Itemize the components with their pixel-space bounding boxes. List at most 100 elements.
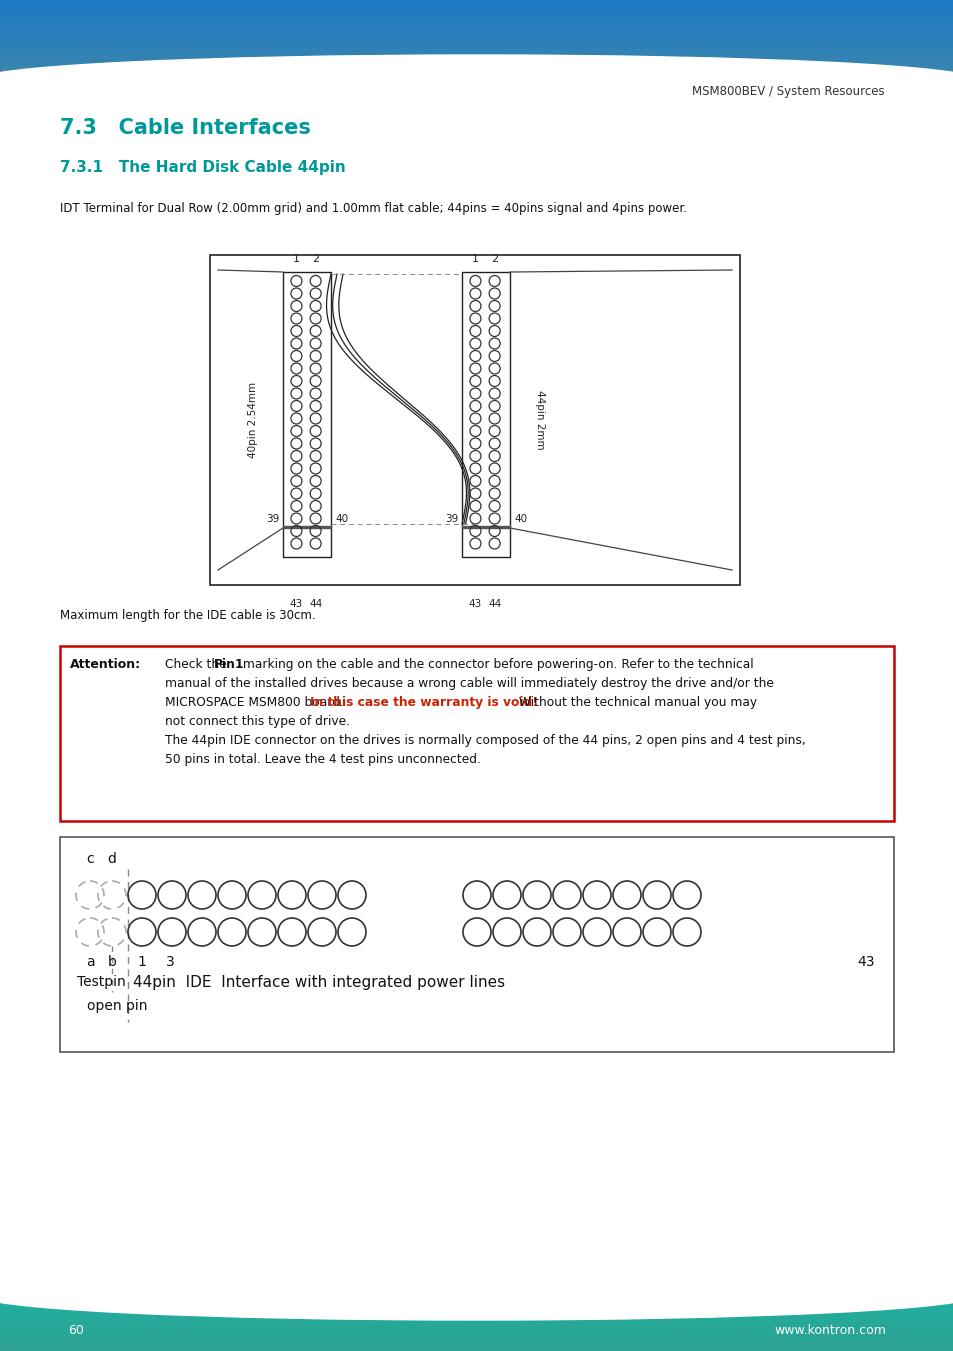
Bar [0,30,953,31]
Bar [0,5,953,7]
Bar [0,1323,953,1324]
Bar [0,1308,953,1309]
Bar [0,1305,953,1306]
Bar [0,1316,953,1317]
Text: 39: 39 [266,513,278,523]
Bar [0,1327,953,1328]
Text: 43: 43 [468,598,481,609]
Bar [0,1333,953,1336]
Bar [0,1304,953,1305]
Text: The 44pin IDE connector on the drives is normally composed of the 44 pins, 2 ope: The 44pin IDE connector on the drives is… [165,734,805,747]
Bar [0,1347,953,1348]
Text: 1: 1 [137,955,146,969]
Text: 2: 2 [491,254,497,263]
Bar [0,49,953,50]
Text: 43: 43 [290,598,303,609]
Bar [0,1,953,3]
Bar [0,45,953,46]
Bar [0,18,953,19]
Bar [0,61,953,62]
Text: Attention:: Attention: [70,658,141,671]
Text: Maximum length for the IDE cable is 30cm.: Maximum length for the IDE cable is 30cm… [60,609,315,621]
Text: MICROSPACE MSM800 board.: MICROSPACE MSM800 board. [165,696,347,709]
Bar [210,255,740,585]
Text: 50 pins in total. Leave the 4 test pins unconnected.: 50 pins in total. Leave the 4 test pins … [165,753,480,766]
Bar [0,14,953,15]
Bar [0,1342,953,1343]
Bar [0,1306,953,1309]
Bar [0,1321,953,1323]
Bar [0,27,953,28]
Bar [0,22,953,23]
Text: In this case the warranty is void!: In this case the warranty is void! [310,696,537,709]
Bar [0,59,953,61]
Bar [0,42,953,43]
Bar [0,14,953,15]
Text: 7.3   Cable Interfaces: 7.3 Cable Interfaces [60,118,311,138]
Bar [0,1309,953,1310]
Bar [0,1325,953,1327]
Bar [0,70,953,72]
Bar [0,41,953,42]
Bar [0,1344,953,1346]
Text: 7.3.1   The Hard Disk Cable 44pin: 7.3.1 The Hard Disk Cable 44pin [60,159,345,176]
Bar [0,41,953,42]
Bar [0,1331,953,1332]
Bar [0,31,953,32]
Bar [0,57,953,58]
Bar [0,1346,953,1347]
Text: Testpin: Testpin [76,975,125,989]
Text: 40pin 2.54mm: 40pin 2.54mm [248,382,257,458]
Bar [0,53,953,54]
Bar [0,15,953,16]
Bar [461,272,510,557]
Bar [0,1333,953,1335]
Text: b: b [108,955,116,969]
Text: c: c [86,852,93,866]
Bar [0,45,953,46]
Text: www.kontron.com: www.kontron.com [773,1324,885,1336]
Bar [0,69,953,70]
Bar [0,55,953,57]
Bar [0,1343,953,1344]
Bar [0,50,953,51]
Bar [0,32,953,35]
Text: 1: 1 [293,254,299,263]
Bar [0,36,953,38]
Text: Check the: Check the [165,658,231,671]
Text: IDT Terminal for Dual Row (2.00mm grid) and 1.00mm flat cable; 44pins = 40pins s: IDT Terminal for Dual Row (2.00mm grid) … [60,203,686,215]
Text: a: a [86,955,94,969]
Bar [0,43,953,45]
Bar [0,28,953,31]
Bar [0,0,953,1]
Text: 44pin 2mm: 44pin 2mm [535,390,544,450]
Bar [0,4,953,5]
Text: 39: 39 [444,513,457,523]
Bar [0,1340,953,1342]
Text: marking on the cable and the connector before powering-on. Refer to the technica: marking on the cable and the connector b… [239,658,753,671]
Bar [0,1346,953,1347]
Bar [0,62,953,63]
Text: Pin1: Pin1 [213,658,244,671]
Text: 40: 40 [514,513,527,523]
Bar [0,1310,953,1313]
Ellipse shape [0,55,953,105]
Bar [0,1313,953,1315]
Bar [461,526,510,528]
Bar [0,3,953,4]
Text: open pin: open pin [87,998,147,1013]
Bar [0,1332,953,1333]
Bar [0,1335,953,1336]
Bar [0,5,953,8]
Bar [0,22,953,23]
Bar [0,9,953,12]
Bar [0,1317,953,1319]
Bar [0,23,953,24]
Text: 44: 44 [488,598,500,609]
Bar [0,38,953,39]
Text: 43: 43 [857,955,874,969]
Bar [0,36,953,38]
Ellipse shape [0,1270,953,1320]
Bar [0,72,953,73]
Bar [0,28,953,30]
